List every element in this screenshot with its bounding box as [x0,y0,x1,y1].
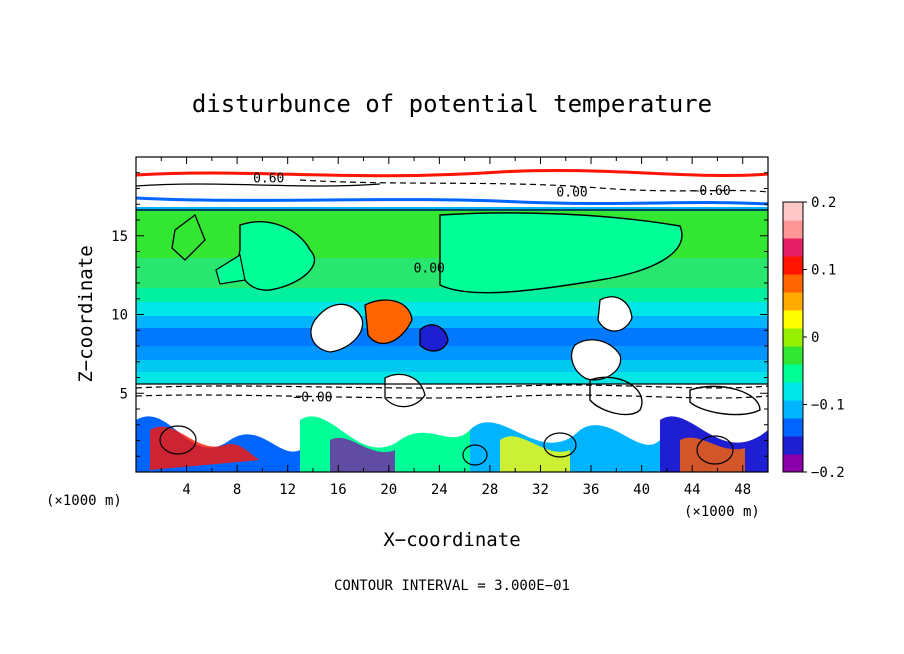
contour-interval-note: CONTOUR INTERVAL = 3.000E−01 [334,578,570,594]
colorbar-tick-label: −0.2 [811,465,845,481]
x-tick-label: 4 [182,482,190,498]
colorbar-tick-label: −0.1 [811,398,845,414]
x-unit-right: (×1000 m) [684,504,760,520]
colorbar-swatch [783,274,803,293]
colorbar-swatch [783,328,803,347]
contour-label: 0.00 [414,261,445,276]
colorbar-tick-label: 0 [811,330,819,346]
y-axis-label: Z−coordinate [75,245,97,382]
colorbar-swatch [783,418,803,437]
colorbar-swatch [783,220,803,239]
x-tick-label: 24 [431,482,448,498]
colorbar-ticks: 0.2 0.1 0 −0.1 −0.2 [803,195,845,481]
y-axis-ticks: 5 10 15 [111,172,768,457]
colorbar-swatch [783,256,803,275]
chart-title: disturbunce of potential temperature [192,90,712,118]
colorbar-tick-label: 0.1 [811,263,836,279]
x-unit-left: (×1000 m) [46,493,122,509]
colorbar-frame [782,201,804,473]
x-tick-label: 48 [734,482,751,498]
heatmap-field [136,157,768,472]
x-tick-label: 12 [279,482,296,498]
y-tick-label: 10 [111,308,128,324]
colorbar-swatch [783,292,803,311]
x-tick-label: 36 [583,482,600,498]
x-axis-ticks: 4 8 12 16 20 24 28 32 36 40 44 48 [160,157,751,498]
contour-label: 0.60 [253,171,284,186]
contour-label: 0.00 [556,186,587,201]
colorbar-swatch [783,382,803,401]
y-tick-label: 15 [111,229,128,245]
colorbar-swatch [783,310,803,329]
colorbar-swatch [783,238,803,257]
contour-labels: 0.60 0.00 −0.60 0.00 −0.00 [253,171,731,405]
contour-label: −0.60 [692,184,731,199]
colorbar-swatch [783,364,803,383]
colorbar-swatch [783,436,803,455]
colorbar-swatch [783,400,803,419]
x-tick-label: 40 [633,482,650,498]
x-tick-label: 8 [233,482,241,498]
colorbar-swatch [783,454,803,473]
x-tick-label: 44 [684,482,701,498]
colorbar-tick-label: 0.2 [811,195,836,211]
x-axis-label: X−coordinate [383,529,520,551]
x-tick-label: 32 [532,482,549,498]
colorbar-swatch [783,202,803,221]
x-tick-label: 28 [481,482,498,498]
colorbar-swatch [783,346,803,365]
y-tick-label: 5 [120,386,128,402]
x-tick-label: 20 [380,482,397,498]
x-tick-label: 16 [330,482,347,498]
contour-label: −0.00 [293,390,332,405]
colorbar [783,202,803,473]
